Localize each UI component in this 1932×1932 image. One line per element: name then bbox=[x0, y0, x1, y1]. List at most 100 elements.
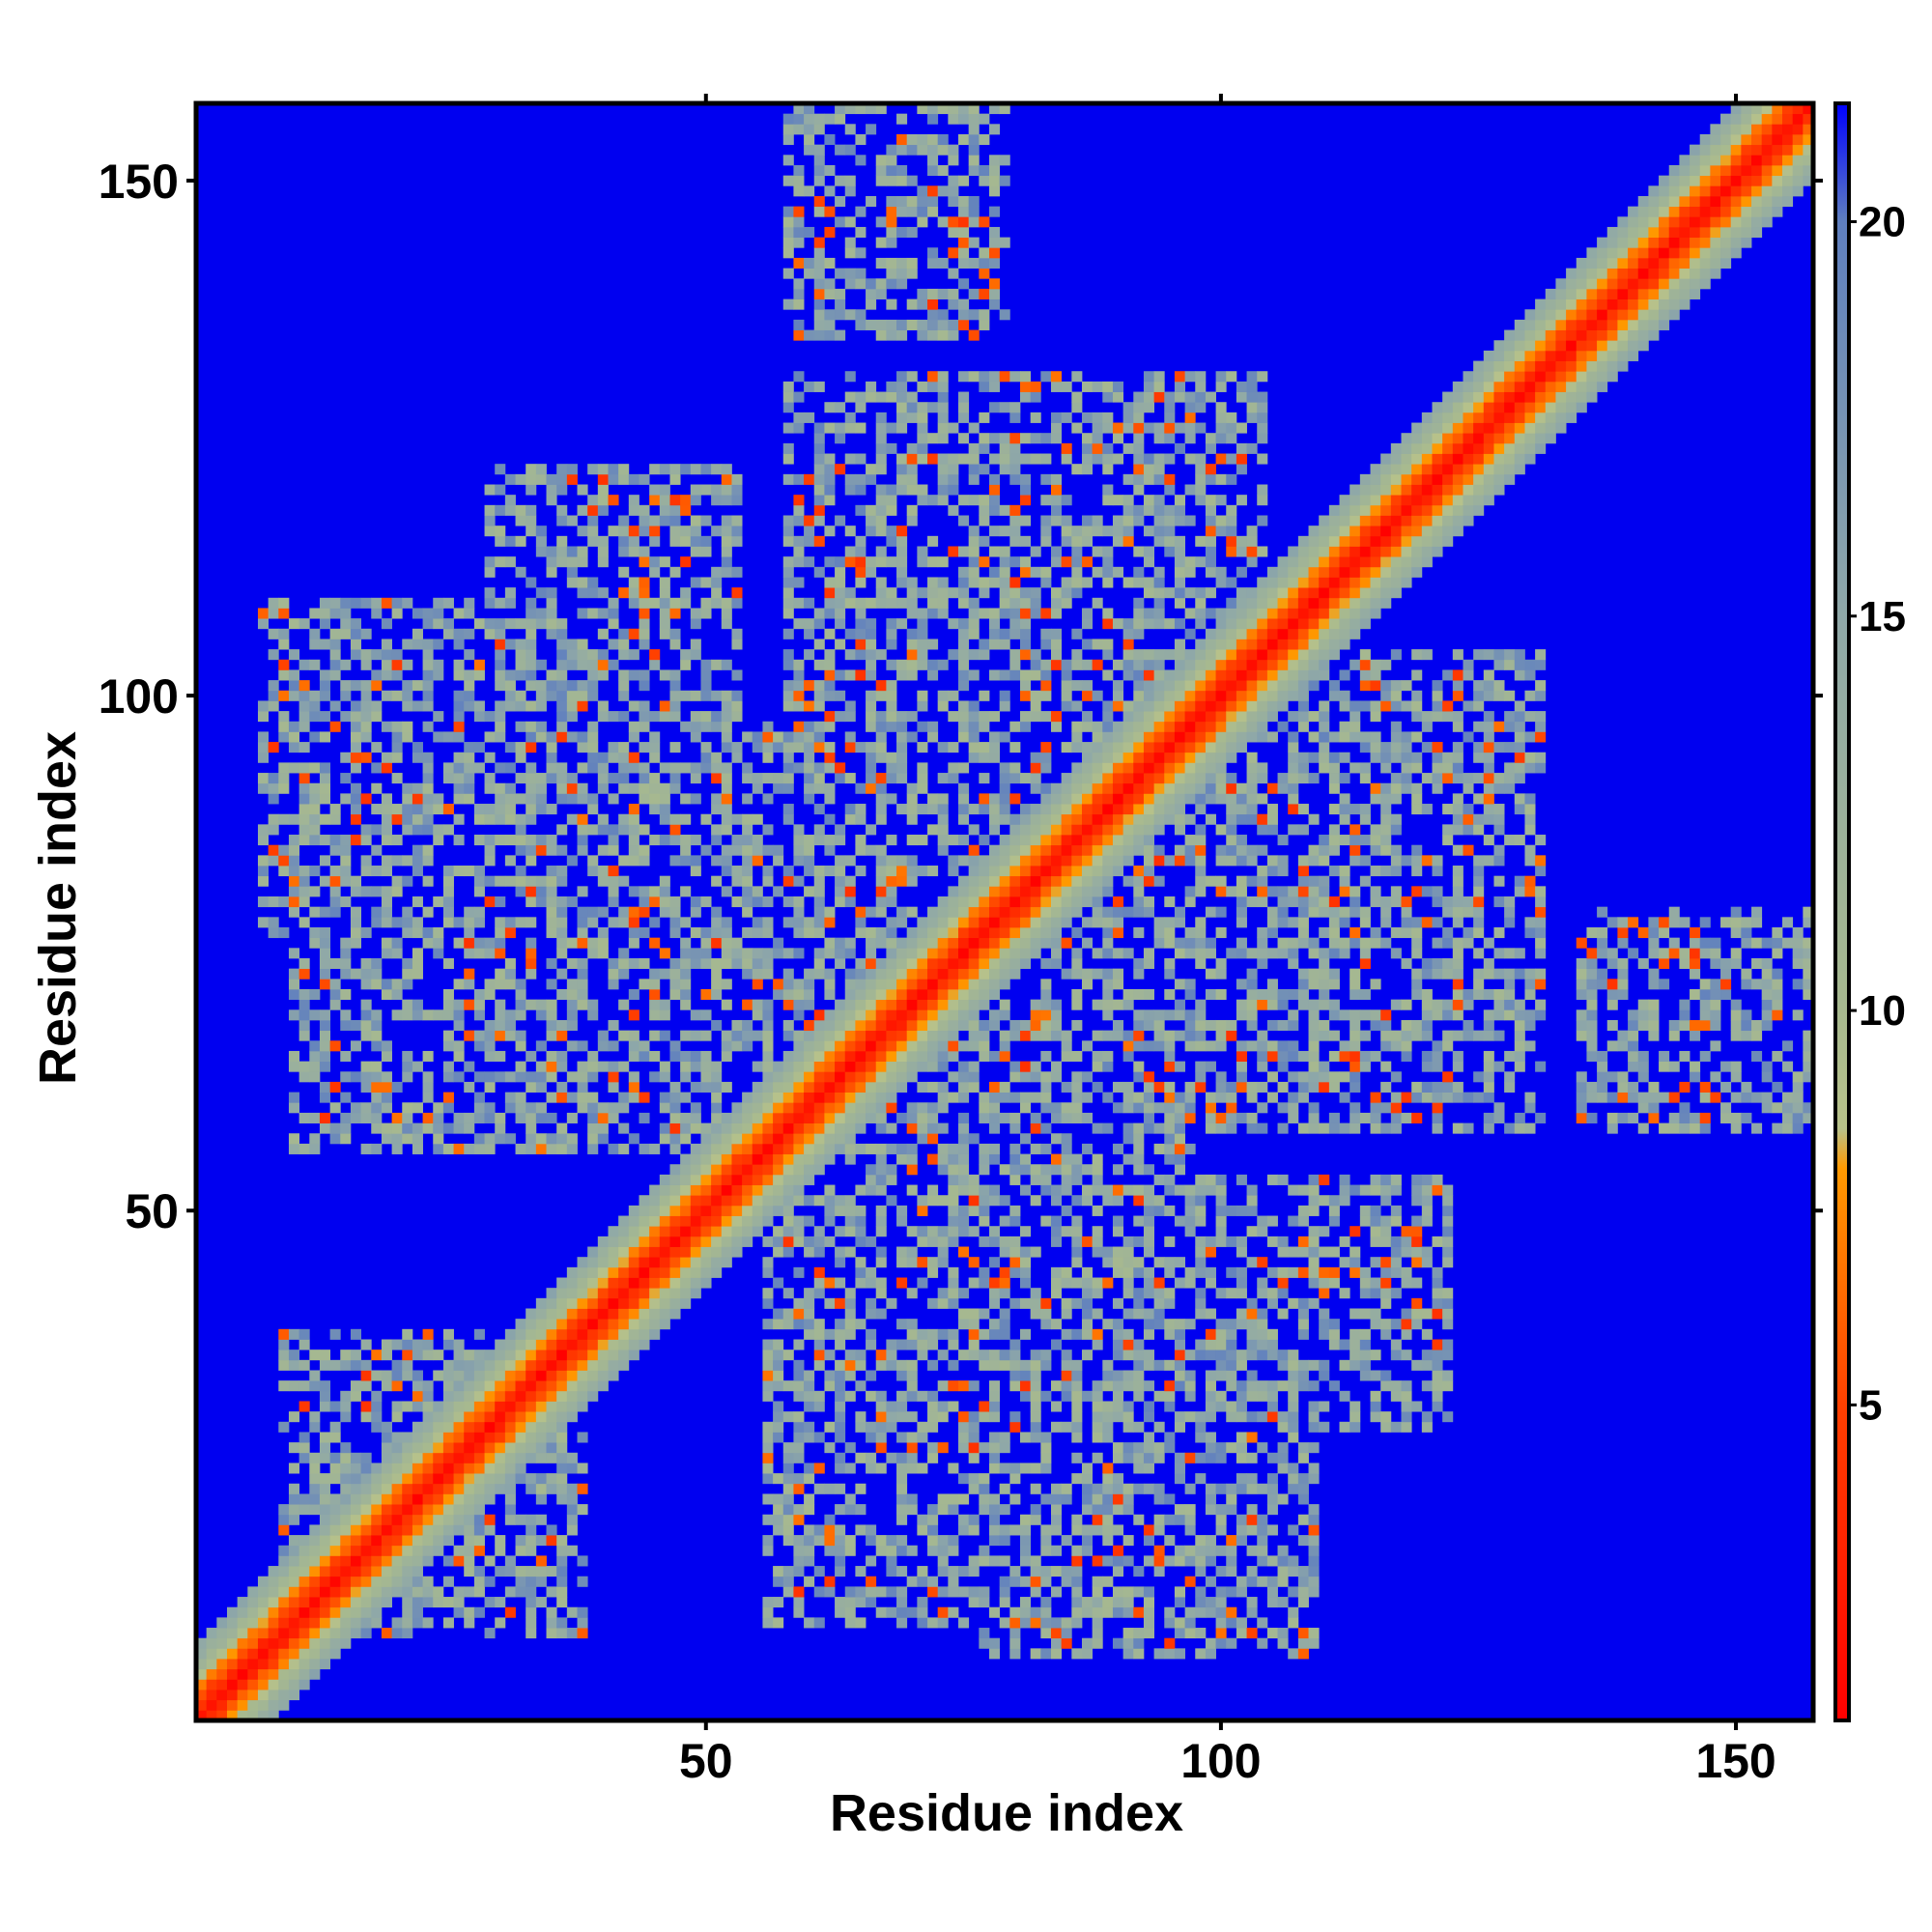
heatmap-cell bbox=[1050, 1266, 1063, 1278]
heatmap-cell bbox=[546, 1019, 557, 1032]
heatmap-cell bbox=[782, 1288, 794, 1299]
heatmap-cell bbox=[896, 1545, 908, 1556]
heatmap-cell bbox=[804, 773, 815, 784]
heatmap-cell bbox=[989, 608, 1001, 619]
heatmap-cell bbox=[731, 1122, 743, 1134]
heatmap-cell bbox=[473, 1030, 485, 1041]
heatmap-cell bbox=[762, 948, 774, 959]
heatmap-cell bbox=[937, 1535, 949, 1547]
heatmap-cell bbox=[628, 752, 639, 763]
heatmap-cell bbox=[495, 1545, 506, 1556]
heatmap-cell bbox=[340, 1463, 352, 1474]
heatmap-cell bbox=[360, 1504, 372, 1516]
heatmap-cell bbox=[566, 1493, 578, 1505]
heatmap-cell bbox=[773, 1493, 784, 1505]
heatmap-cell bbox=[288, 948, 300, 959]
heatmap-cell bbox=[608, 968, 619, 980]
heatmap-cell bbox=[597, 937, 609, 949]
heatmap-cell bbox=[690, 1081, 701, 1093]
heatmap-cell bbox=[639, 577, 650, 588]
heatmap-cell bbox=[669, 639, 681, 650]
heatmap-cell bbox=[948, 855, 959, 867]
heatmap-cell bbox=[515, 1401, 526, 1412]
heatmap-cell bbox=[350, 804, 361, 815]
heatmap-cell bbox=[927, 587, 939, 599]
heatmap-cell bbox=[782, 988, 794, 1001]
heatmap-cell bbox=[216, 1637, 228, 1649]
heatmap-cell bbox=[257, 1628, 270, 1639]
heatmap-cell bbox=[979, 577, 990, 588]
heatmap-cell bbox=[1019, 1576, 1032, 1587]
heatmap-cell bbox=[577, 1576, 588, 1587]
heatmap-cell bbox=[948, 1576, 959, 1587]
heatmap-cell bbox=[1009, 1153, 1021, 1165]
heatmap-cell bbox=[782, 773, 794, 784]
heatmap-cell bbox=[1030, 1648, 1041, 1660]
heatmap-cell bbox=[917, 144, 928, 156]
heatmap-cell bbox=[958, 968, 970, 980]
heatmap-cell bbox=[927, 948, 939, 959]
heatmap-cell bbox=[762, 1380, 774, 1392]
heatmap-cell bbox=[875, 886, 887, 897]
heatmap-cell bbox=[1030, 1411, 1041, 1423]
heatmap-cell bbox=[700, 1184, 712, 1196]
heatmap-cell bbox=[875, 988, 887, 1001]
heatmap-cell bbox=[855, 1226, 867, 1237]
heatmap-cell bbox=[1030, 1350, 1041, 1361]
heatmap-cell bbox=[793, 1566, 805, 1577]
heatmap-cell bbox=[875, 680, 887, 692]
heatmap-cell bbox=[319, 1380, 331, 1392]
heatmap-cell bbox=[442, 1040, 454, 1052]
heatmap-cell bbox=[659, 782, 670, 794]
heatmap-cell bbox=[1009, 473, 1021, 485]
heatmap-cell bbox=[979, 690, 990, 701]
heatmap-cell bbox=[340, 896, 352, 908]
heatmap-cell bbox=[855, 968, 867, 980]
heatmap-cell bbox=[782, 742, 794, 753]
heatmap-cell bbox=[999, 793, 1010, 805]
heatmap-cell bbox=[813, 1535, 825, 1547]
heatmap-cell bbox=[1019, 1184, 1032, 1196]
heatmap-cell bbox=[700, 1081, 712, 1093]
heatmap-cell bbox=[731, 1205, 743, 1216]
heatmap-cell bbox=[391, 1009, 403, 1021]
heatmap-cell bbox=[721, 773, 732, 784]
heatmap-cell bbox=[371, 680, 383, 692]
heatmap-cell bbox=[844, 371, 856, 383]
heatmap-cell bbox=[906, 793, 918, 805]
heatmap-cell bbox=[329, 1648, 341, 1660]
heatmap-cell bbox=[473, 1071, 485, 1083]
heatmap-cell bbox=[680, 1226, 692, 1237]
heatmap-cell bbox=[773, 855, 784, 867]
heatmap-cell bbox=[979, 999, 990, 1010]
heatmap-cell bbox=[866, 773, 877, 784]
heatmap-cell bbox=[329, 886, 341, 897]
heatmap-cell bbox=[464, 1143, 475, 1154]
heatmap-cell bbox=[402, 979, 413, 990]
heatmap-cell bbox=[402, 639, 413, 650]
heatmap-cell bbox=[278, 1617, 290, 1629]
heatmap-cell bbox=[813, 948, 825, 959]
heatmap-cell bbox=[484, 773, 496, 784]
heatmap-cell bbox=[628, 988, 639, 1001]
heatmap-cell bbox=[360, 1081, 372, 1093]
heatmap-cell bbox=[402, 1473, 413, 1485]
heatmap-cell bbox=[1009, 371, 1021, 383]
heatmap-cell bbox=[464, 1350, 475, 1361]
heatmap-cell bbox=[773, 782, 784, 794]
heatmap-cell bbox=[721, 1195, 732, 1207]
heatmap-cell bbox=[948, 1380, 959, 1392]
heatmap-cell bbox=[298, 917, 310, 928]
heatmap-cell bbox=[1009, 1215, 1021, 1227]
heatmap-cell bbox=[412, 926, 423, 939]
heatmap-cell bbox=[917, 206, 928, 217]
heatmap-cell bbox=[813, 268, 825, 279]
heatmap-cell bbox=[1030, 391, 1041, 403]
heatmap-cell bbox=[937, 1442, 949, 1454]
heatmap-cell bbox=[989, 1504, 1001, 1516]
heatmap-cell bbox=[927, 155, 939, 166]
heatmap-cell bbox=[422, 906, 434, 918]
heatmap-cell bbox=[566, 1390, 578, 1402]
heatmap-cell bbox=[659, 1030, 670, 1041]
heatmap-cell bbox=[958, 1081, 970, 1093]
